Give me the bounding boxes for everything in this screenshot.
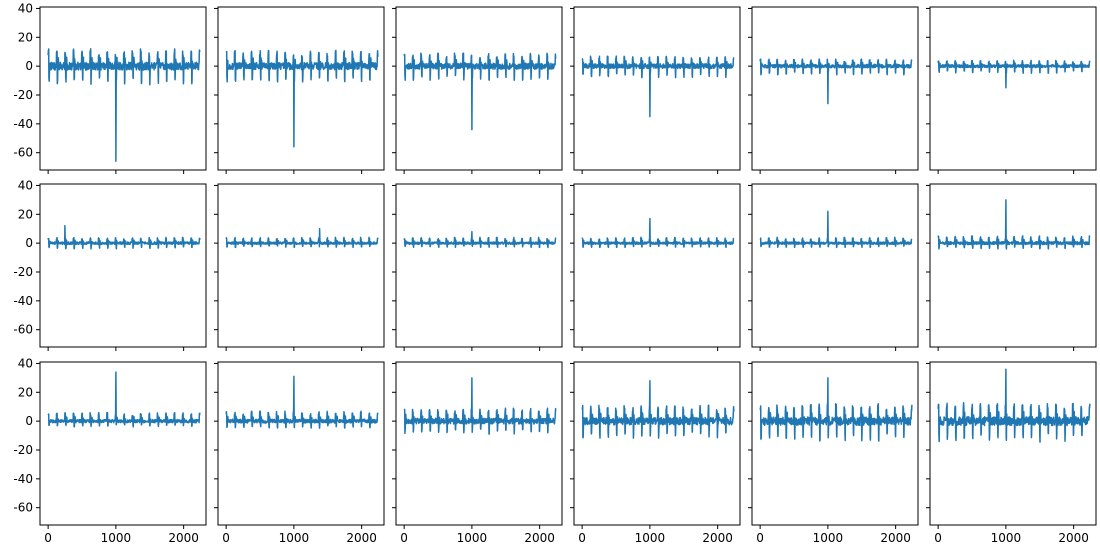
subplot-r0-c3 [570,6,741,174]
x-tick-label: 2000 [702,531,733,545]
y-tick-label: -60 [13,146,33,160]
y-tick-label: 40 [18,1,33,15]
axes-frame [395,6,563,171]
y-tick-label: 0 [25,59,33,73]
x-tick-label: 0 [44,531,52,545]
x-tick-label: 0 [934,531,942,545]
series-line [47,225,201,250]
axes-frame [929,6,1097,171]
series-line [759,377,913,442]
series-line [225,227,379,249]
subplot-r0-c1 [214,6,385,174]
subplot-r1-c4 [748,183,919,351]
x-tick-label: 2000 [880,531,911,545]
y-tick-label: -60 [13,323,33,337]
subplot-r0-c2 [392,6,563,174]
series-line [581,217,735,249]
subplot-r1-c1 [214,183,385,351]
series-line [937,368,1091,443]
subplot-r0-c4 [748,6,919,174]
series-line [47,48,201,163]
axes-frame [395,361,563,526]
series-line [759,210,913,249]
axes-frame [573,6,741,171]
subplot-r2-c0: 40 20 0 -20 -40 -60 0 1000 2000 [13,356,207,545]
panel-grid: 40 20 0 -20 -40 -60 40 20 0 -20 -40 -60 40 20 0 -20 -40 -… [13,1,1097,545]
subplot-r1-c2 [392,183,563,351]
x-tick-label: 1000 [991,531,1022,545]
y-tick-label: -40 [13,472,33,486]
y-tick-label: 0 [25,414,33,428]
x-tick-label: 1000 [813,531,844,545]
series-line [403,377,557,435]
y-tick-label: 20 [18,207,33,221]
subplot-r1-c3 [570,183,741,351]
y-tick-label: 40 [18,178,33,192]
series-line [403,230,557,249]
x-tick-label: 0 [578,531,586,545]
subplot-r1-c0: 40 20 0 -20 -40 -60 [13,178,207,351]
x-tick-label: 0 [756,531,764,545]
x-tick-label: 1000 [279,531,310,545]
y-tick-label: -40 [13,117,33,131]
x-tick-label: 1000 [457,531,488,545]
x-tick-label: 2000 [1058,531,1089,545]
x-tick-label: 1000 [635,531,666,545]
series-line [225,375,379,429]
axes-frame [573,183,741,348]
axes-frame [39,183,207,348]
subplot-r1-c5 [926,183,1097,351]
x-tick-label: 2000 [346,531,377,545]
y-tick-label: -20 [13,443,33,457]
subplot-r2-c2: 0 1000 2000 [392,361,563,545]
x-tick-label: 0 [400,531,408,545]
y-tick-label: 20 [18,30,33,44]
series-line [937,59,1091,89]
subplot-r0-c0: 40 20 0 -20 -40 -60 [13,1,207,174]
y-tick-label: -60 [13,501,33,515]
axes-frame [39,361,207,526]
axes-frame [217,361,385,526]
axes-frame [395,183,563,348]
axes-frame [217,6,385,171]
series-line [759,58,913,105]
series-line [225,49,379,148]
axes-frame [751,6,919,171]
series-line [581,55,735,118]
y-tick-label: 0 [25,236,33,250]
x-tick-label: 1000 [101,531,132,545]
axes-frame [573,361,741,526]
subplot-r2-c1: 0 1000 2000 [214,361,385,545]
axes-frame [39,6,207,171]
series-line [47,371,201,428]
axes-frame [217,183,385,348]
y-tick-label: -20 [13,265,33,279]
subplot-r2-c5: 0 1000 2000 [926,361,1097,545]
subplot-r2-c4: 0 1000 2000 [748,361,919,545]
y-tick-label: 20 [18,385,33,399]
y-tick-label: 40 [18,356,33,370]
series-line [403,52,557,131]
subplot-r2-c3: 0 1000 2000 [570,361,741,545]
axes-frame [929,183,1097,348]
y-tick-label: -40 [13,294,33,308]
series-line [937,199,1091,250]
x-tick-label: 2000 [168,531,199,545]
axes-frame [751,361,919,526]
axes-frame [929,361,1097,526]
series-line [581,380,735,439]
axes-frame [751,183,919,348]
subplot-r0-c5 [926,6,1097,174]
x-tick-label: 0 [222,531,230,545]
y-tick-label: -20 [13,88,33,102]
x-tick-label: 2000 [524,531,555,545]
